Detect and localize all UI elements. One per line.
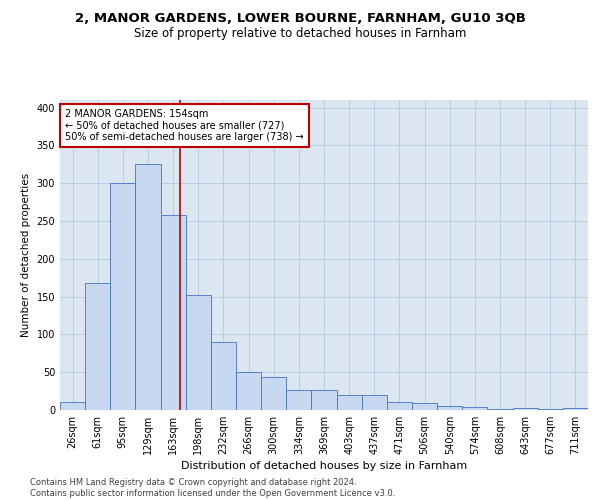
Y-axis label: Number of detached properties: Number of detached properties (21, 173, 31, 337)
Bar (261, 378, 286, 410)
Bar (211, 342, 236, 410)
Bar (487, 409, 512, 410)
X-axis label: Distribution of detached houses by size in Farnham: Distribution of detached houses by size … (181, 461, 467, 471)
Bar (462, 407, 487, 410)
Bar (236, 372, 261, 410)
Bar (311, 390, 337, 410)
Bar (387, 402, 412, 410)
Bar (538, 409, 563, 410)
Bar (85, 283, 110, 410)
Bar (110, 183, 136, 410)
Bar (512, 408, 538, 410)
Bar (136, 164, 161, 410)
Text: Size of property relative to detached houses in Farnham: Size of property relative to detached ho… (134, 28, 466, 40)
Bar (412, 403, 437, 410)
Text: Contains HM Land Registry data © Crown copyright and database right 2024.
Contai: Contains HM Land Registry data © Crown c… (30, 478, 395, 498)
Bar (563, 408, 588, 410)
Bar (60, 402, 85, 410)
Bar (337, 395, 362, 410)
Bar (186, 295, 211, 410)
Bar (362, 395, 387, 410)
Text: 2 MANOR GARDENS: 154sqm
← 50% of detached houses are smaller (727)
50% of semi-d: 2 MANOR GARDENS: 154sqm ← 50% of detache… (65, 110, 304, 142)
Bar (437, 406, 462, 410)
Text: 2, MANOR GARDENS, LOWER BOURNE, FARNHAM, GU10 3QB: 2, MANOR GARDENS, LOWER BOURNE, FARNHAM,… (74, 12, 526, 26)
Bar (161, 215, 186, 410)
Bar (286, 390, 311, 410)
